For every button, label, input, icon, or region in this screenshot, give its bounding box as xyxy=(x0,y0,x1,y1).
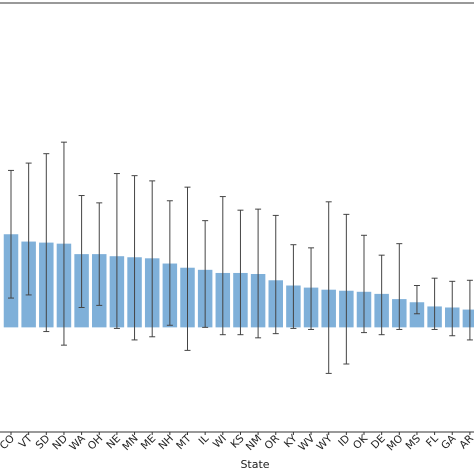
bar-AR xyxy=(462,309,474,328)
x-tick-label-KY: KY xyxy=(282,432,300,450)
error-bar-WV xyxy=(308,247,315,330)
x-tick-label-MN: MN xyxy=(120,433,140,453)
error-bar-KS xyxy=(237,209,244,336)
error-bar-OR xyxy=(272,214,279,335)
x-tick-label-NM: NM xyxy=(244,433,264,453)
x-tick-label-OH: OH xyxy=(85,433,105,453)
error-bar-IL xyxy=(202,220,209,328)
x-tick-label-MO: MO xyxy=(385,433,406,454)
error-bar-WA xyxy=(78,195,85,308)
x-tick-label-AR: AR xyxy=(457,433,474,452)
error-bar-OK xyxy=(361,234,367,334)
error-bar-MT xyxy=(184,186,191,351)
x-tick-label-GA: GA xyxy=(439,432,459,452)
error-bar-WI xyxy=(219,196,226,336)
x-tick-label-SD: SD xyxy=(33,433,52,452)
error-bars-group xyxy=(8,141,473,374)
x-tick-label-WY: WY xyxy=(314,432,335,453)
x-tick-label-KS: KS xyxy=(228,432,246,450)
bars-group xyxy=(3,234,474,328)
x-tick-label-WV: WV xyxy=(296,432,317,453)
x-tick-label-ND: ND xyxy=(50,433,70,453)
x-tick-label-NE: NE xyxy=(104,433,123,452)
error-bar-CO xyxy=(8,169,14,299)
x-tick-label-WA: WA xyxy=(67,432,88,453)
error-bar-WY xyxy=(325,201,332,374)
error-bar-VT xyxy=(25,162,32,296)
error-bar-ND xyxy=(60,141,67,346)
x-tick-label-MT: MT xyxy=(174,432,194,452)
error-bar-DE xyxy=(378,254,385,336)
error-bar-ME xyxy=(149,180,156,338)
error-bar-KY xyxy=(290,244,297,329)
x-tick-label-MS: MS xyxy=(403,432,423,452)
x-tick-label-IL: IL xyxy=(196,433,211,448)
x-tick-label-CO: CO xyxy=(0,433,17,453)
error-bar-NE xyxy=(113,173,120,329)
x-tick-label-ID: ID xyxy=(336,433,352,449)
error-bar-OH xyxy=(96,202,103,306)
x-tick-label-WI: WI xyxy=(211,433,229,451)
error-bar-NH xyxy=(166,200,173,326)
x-axis-label: State xyxy=(240,458,269,471)
error-bar-FL xyxy=(431,277,438,330)
bar-MS xyxy=(409,302,425,328)
x-tick-label-NH: NH xyxy=(156,433,176,453)
error-bar-AR xyxy=(466,279,473,341)
error-bar-MS xyxy=(413,285,420,315)
x-tick-label-ME: ME xyxy=(139,433,159,453)
x-tick-label-VT: VT xyxy=(17,432,36,451)
error-bar-ID xyxy=(343,213,350,365)
error-bar-MO xyxy=(396,243,403,330)
x-tick-label-FL: FL xyxy=(424,433,441,450)
error-bar-SD xyxy=(43,153,50,333)
x-tick-label-DE: DE xyxy=(369,433,388,452)
error-bar-NM xyxy=(255,208,262,339)
error-bar-MN xyxy=(131,175,138,341)
x-tick-label-OK: OK xyxy=(351,432,371,452)
x-tick-label-OR: OR xyxy=(262,433,281,452)
error-bar-GA xyxy=(449,280,456,337)
